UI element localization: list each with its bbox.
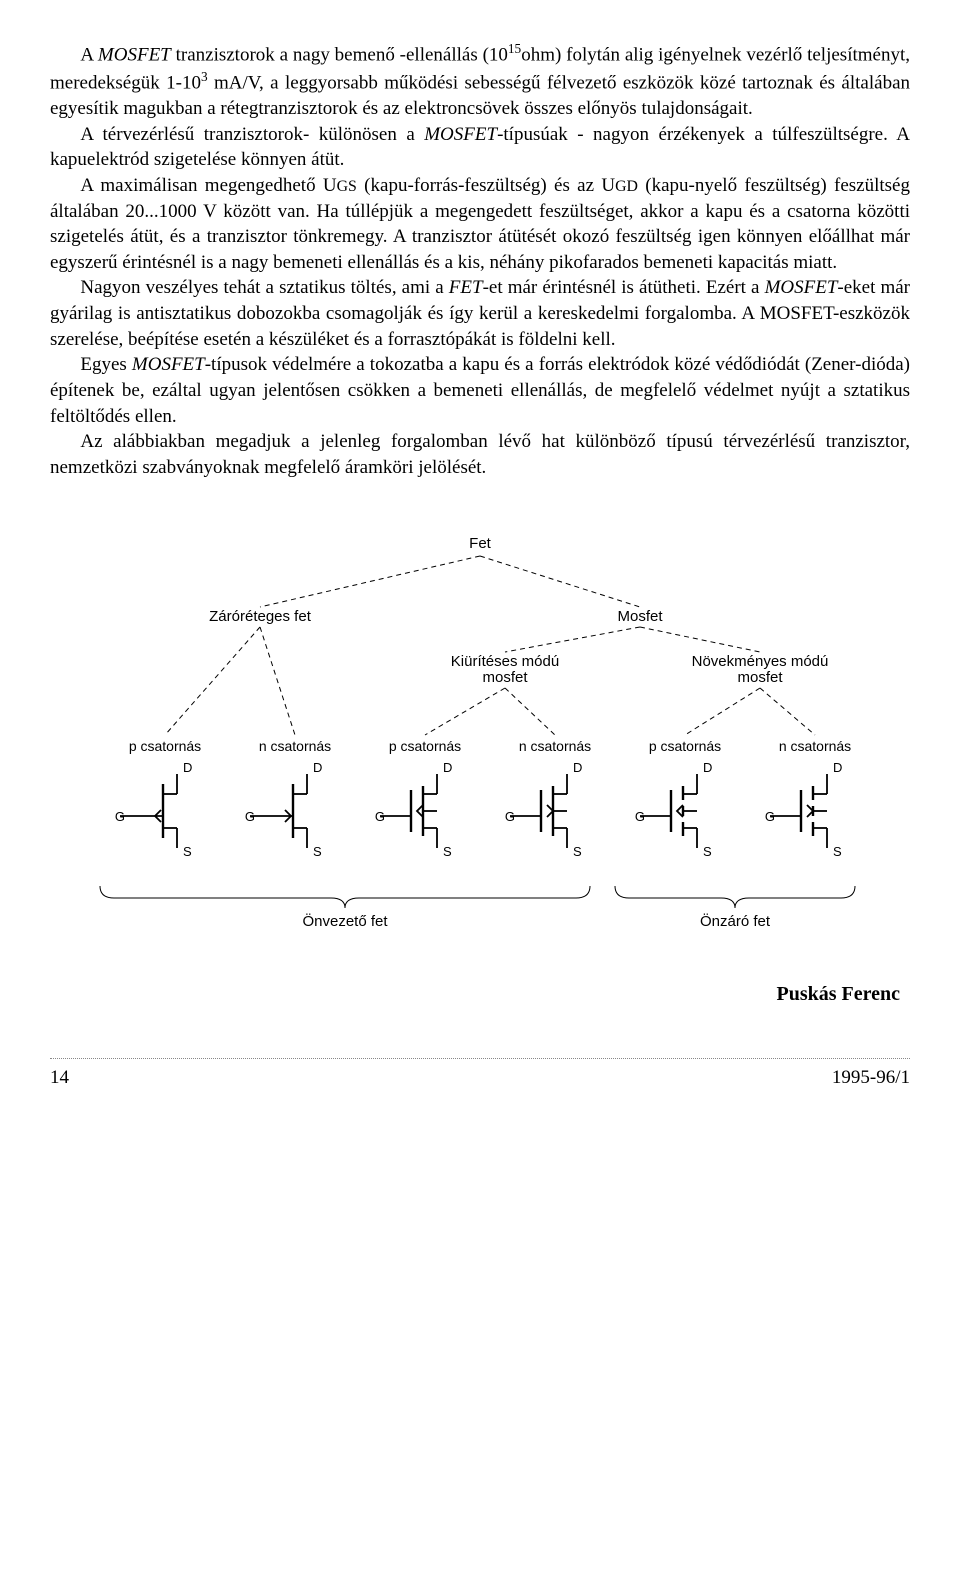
svg-text:D: D [313, 760, 322, 775]
paragraph-4: Nagyon veszélyes tehát a sztatikus tölté… [50, 275, 910, 352]
svg-text:D: D [183, 760, 192, 775]
issue-label: 1995-96/1 [832, 1065, 910, 1091]
svg-text:p csatornás: p csatornás [129, 738, 201, 754]
svg-text:n csatornás: n csatornás [259, 738, 331, 754]
svg-text:Fet: Fet [469, 535, 492, 552]
footer-divider [50, 1058, 910, 1059]
svg-text:S: S [313, 844, 322, 859]
svg-text:n csatornás: n csatornás [779, 738, 851, 754]
paragraph-3: A maximálisan megengedhető UGS (kapu-for… [50, 173, 910, 276]
svg-text:Növekményes módú: Növekményes módú [692, 653, 829, 670]
page-footer: 14 1995-96/1 [50, 1065, 910, 1091]
page-number: 14 [50, 1065, 69, 1091]
svg-text:Záróréteges fet: Záróréteges fet [209, 608, 312, 625]
fet-tree-diagram: FetZáróréteges fetMosfetKiürítéses módúm… [60, 526, 900, 946]
svg-text:D: D [573, 760, 582, 775]
svg-text:Önvezető fet: Önvezető fet [302, 912, 388, 930]
svg-text:S: S [573, 844, 582, 859]
svg-text:mosfet: mosfet [482, 669, 528, 686]
svg-text:D: D [833, 760, 842, 775]
svg-text:D: D [443, 760, 452, 775]
svg-text:S: S [183, 844, 192, 859]
svg-text:mosfet: mosfet [737, 669, 783, 686]
paragraph-5: Egyes MOSFET-típusok védelmére a tokozat… [50, 352, 910, 429]
svg-text:p csatornás: p csatornás [389, 738, 461, 754]
paragraph-6: Az alábbiakban megadjuk a jelenleg forga… [50, 429, 910, 480]
svg-text:S: S [443, 844, 452, 859]
paragraph-1: A MOSFET tranzisztorok a nagy bemenő -el… [50, 40, 910, 122]
author-name: Puskás Ferenc [50, 981, 900, 1008]
svg-text:Mosfet: Mosfet [617, 608, 663, 625]
svg-text:n csatornás: n csatornás [519, 738, 591, 754]
svg-text:S: S [703, 844, 712, 859]
svg-text:S: S [833, 844, 842, 859]
svg-text:Kiürítéses módú: Kiürítéses módú [451, 653, 559, 670]
svg-text:p csatornás: p csatornás [649, 738, 721, 754]
svg-text:D: D [703, 760, 712, 775]
paragraph-2: A térvezérlésű tranzisztorok- különösen … [50, 122, 910, 173]
svg-text:Önzáró fet: Önzáró fet [700, 912, 771, 930]
